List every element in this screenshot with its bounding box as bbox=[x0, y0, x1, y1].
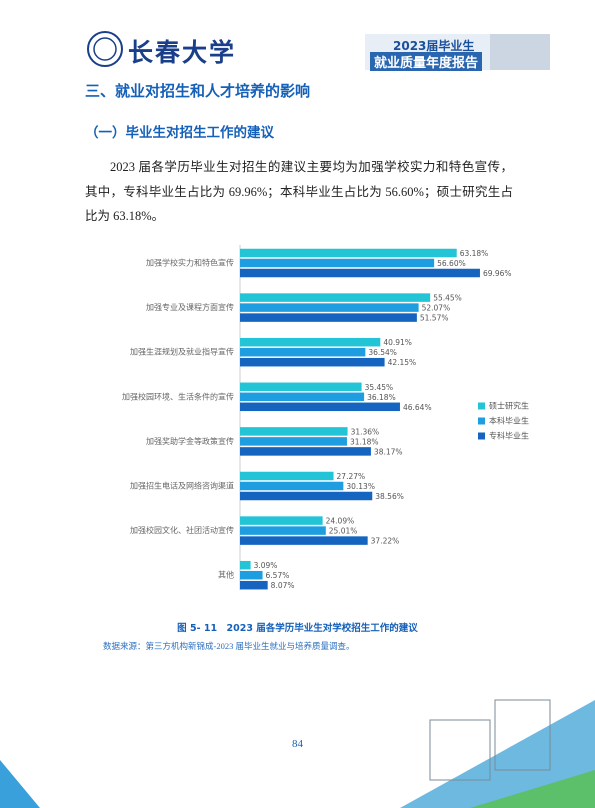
legend-swatch bbox=[478, 432, 485, 440]
value-label: 52.07% bbox=[422, 304, 451, 313]
bar bbox=[240, 248, 457, 258]
bar bbox=[240, 402, 400, 412]
paragraph: 2023 届各学历毕业生对招生的建议主要均为加强学校实力和特色宣传，其中，专科毕… bbox=[85, 160, 513, 223]
bar bbox=[240, 303, 419, 312]
legend-label: 本科毕业生 bbox=[489, 416, 529, 426]
bar bbox=[240, 313, 417, 322]
building-deco bbox=[400, 700, 595, 808]
logo-emblem bbox=[87, 31, 123, 67]
legend-swatch bbox=[478, 402, 485, 410]
subsection-title: （一）毕业生对招生工作的建议 bbox=[85, 125, 274, 141]
value-label: 8.07% bbox=[271, 581, 295, 590]
building-deco bbox=[470, 770, 595, 808]
bar bbox=[240, 427, 348, 436]
category-label: 加强校园文化、社团活动宣传 bbox=[130, 525, 234, 535]
value-label: 36.54% bbox=[368, 348, 397, 357]
building-deco bbox=[494, 699, 551, 771]
bar bbox=[240, 481, 344, 491]
bar bbox=[240, 293, 431, 302]
bar bbox=[240, 491, 373, 501]
bar bbox=[240, 382, 362, 392]
bar bbox=[240, 570, 263, 580]
value-label: 24.09% bbox=[326, 517, 355, 526]
legend-label: 专科毕业生 bbox=[489, 431, 529, 441]
page-number: 84 bbox=[292, 738, 303, 750]
value-label: 42.15% bbox=[388, 358, 417, 367]
value-label: 38.56% bbox=[375, 492, 404, 501]
category-label: 加强校园环境、生活条件的宣传 bbox=[122, 391, 234, 401]
category-label: 加强学校实力和特色宣传 bbox=[146, 258, 234, 268]
value-label: 69.96% bbox=[483, 269, 512, 278]
legend-label: 硕士研究生 bbox=[489, 401, 529, 411]
bar bbox=[240, 437, 347, 446]
value-label: 35.45% bbox=[365, 383, 394, 392]
value-label: 31.36% bbox=[351, 427, 380, 436]
value-label: 6.57% bbox=[266, 571, 290, 580]
caption: 图 5- 11 2023 届各学历毕业生对学校招生工作的建议 bbox=[177, 623, 418, 634]
source: 数据来源：第三方机构新锦成-2023 届毕业生就业与培养质量调查。 bbox=[103, 641, 355, 651]
corner-deco bbox=[0, 760, 40, 808]
category-label: 加强生涯规划及就业指导宣传 bbox=[130, 347, 234, 357]
report-year: 2023届毕业生 bbox=[393, 39, 475, 53]
bar bbox=[240, 268, 480, 278]
value-label: 56.60% bbox=[437, 259, 466, 268]
value-label: 31.18% bbox=[350, 437, 379, 446]
value-label: 27.27% bbox=[337, 472, 366, 481]
category-label: 加强专业及课程方面宣传 bbox=[146, 302, 234, 312]
value-label: 55.45% bbox=[433, 294, 462, 303]
value-label: 25.01% bbox=[329, 527, 358, 536]
bar bbox=[240, 536, 368, 545]
value-label: 30.13% bbox=[346, 482, 375, 491]
bar bbox=[240, 560, 251, 570]
category-label: 加强招生电话及网络咨询渠道 bbox=[130, 481, 234, 491]
bar bbox=[240, 392, 365, 402]
value-label: 46.64% bbox=[403, 403, 432, 412]
building-deco bbox=[429, 719, 491, 781]
value-label: 3.09% bbox=[254, 561, 278, 570]
bar bbox=[240, 447, 371, 456]
bar bbox=[240, 357, 385, 367]
value-label: 36.18% bbox=[367, 393, 396, 402]
bar bbox=[240, 580, 268, 590]
value-label: 51.57% bbox=[420, 314, 449, 323]
legend-swatch bbox=[478, 417, 485, 425]
bar bbox=[240, 258, 435, 268]
logo-text: 长春大学 bbox=[128, 38, 237, 67]
section-title: 三、就业对招生和人才培养的影响 bbox=[85, 82, 311, 100]
value-label: 63.18% bbox=[460, 249, 489, 258]
logo-emblem bbox=[93, 37, 117, 61]
value-label: 38.17% bbox=[374, 447, 403, 456]
bar bbox=[240, 471, 334, 481]
category-label: 加强奖助学金等政策宣传 bbox=[146, 436, 234, 446]
chart: 加强学校实力和特色宣传 63.18%56.60% 69.96% 加强专业及课程方面宣传… bbox=[122, 245, 529, 590]
value-label: 37.22% bbox=[371, 537, 400, 546]
bar bbox=[240, 516, 323, 525]
bar bbox=[240, 337, 381, 347]
report-title: 就业质量年度报告 bbox=[370, 52, 483, 71]
banner-bg bbox=[490, 34, 550, 70]
bar bbox=[240, 347, 366, 357]
category-label: 其他 bbox=[218, 570, 234, 580]
value-label: 40.91% bbox=[383, 338, 412, 347]
bar bbox=[240, 526, 326, 535]
